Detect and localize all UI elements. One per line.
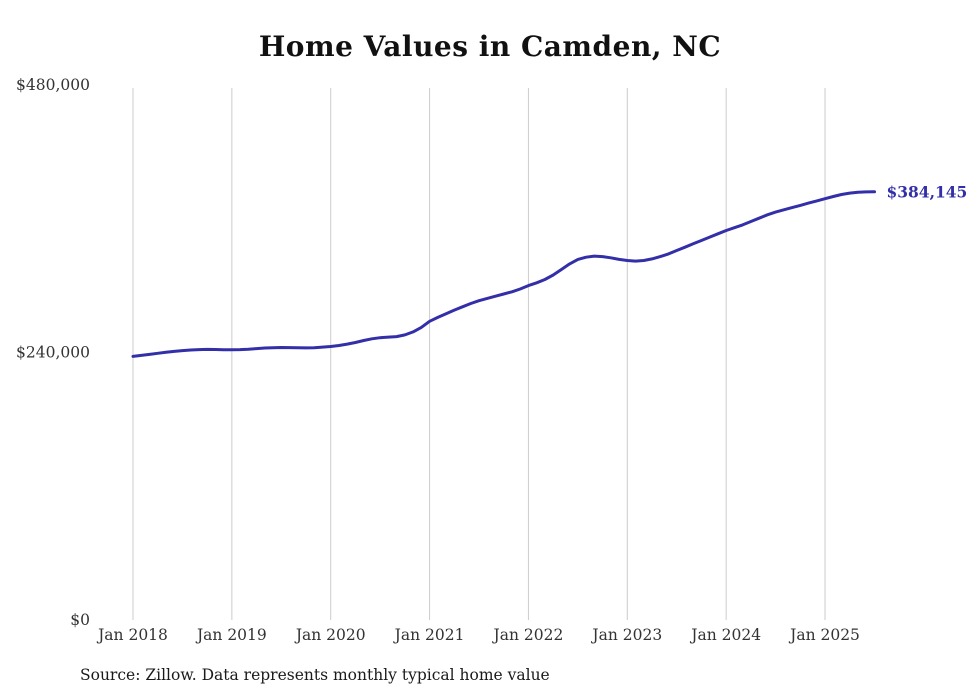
source-note: Source: Zillow. Data represents monthly … — [80, 666, 550, 684]
x-tick-label: Jan 2020 — [294, 626, 366, 644]
y-tick-label: $0 — [70, 611, 90, 629]
x-tick-label: Jan 2022 — [492, 626, 564, 644]
end-value-label: $384,145 — [886, 182, 967, 201]
x-tick-label: Jan 2019 — [195, 626, 267, 644]
y-tick-label: $240,000 — [16, 344, 90, 362]
x-tick-label: Jan 2024 — [689, 626, 761, 644]
value-line — [131, 190, 876, 358]
x-tick-label: Jan 2023 — [590, 626, 662, 644]
x-tick-label: Jan 2025 — [788, 626, 860, 644]
x-tick-label: Jan 2021 — [393, 626, 465, 644]
y-tick-label: $480,000 — [16, 76, 90, 94]
chart-title: Home Values in Camden, NC — [258, 30, 722, 63]
x-tick-label: Jan 2018 — [96, 626, 168, 644]
